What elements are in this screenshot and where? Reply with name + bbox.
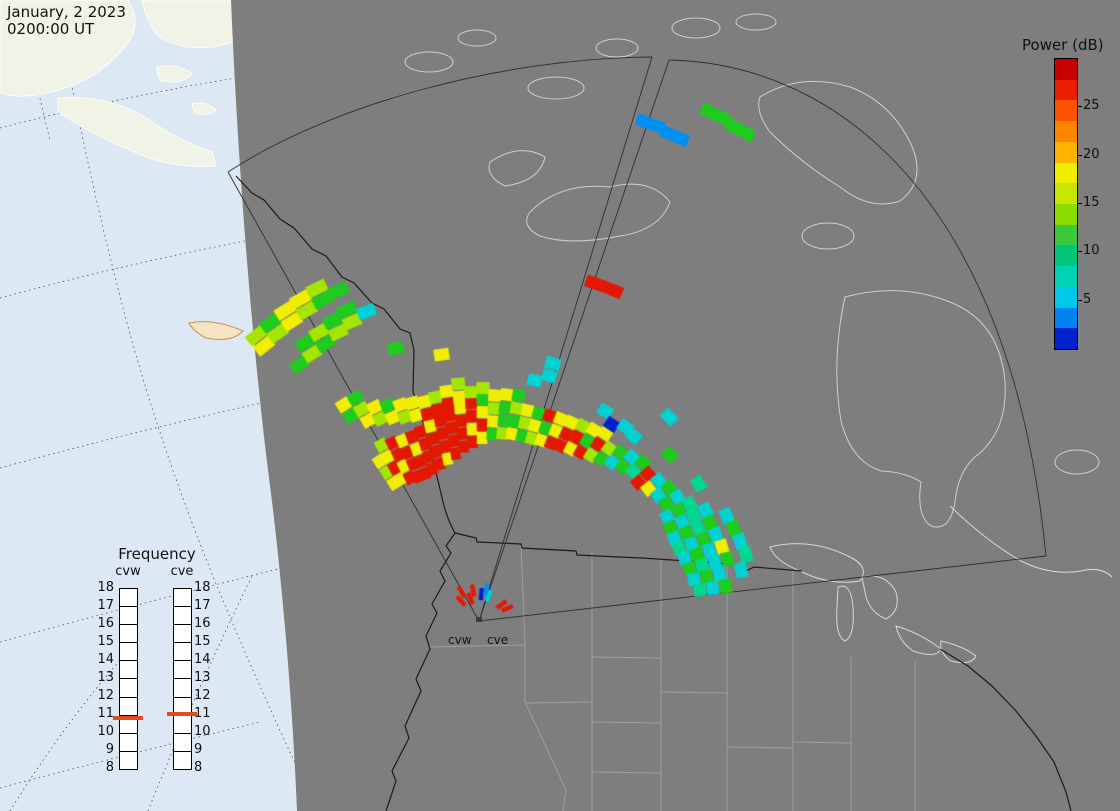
frequency-tick-label-right: 14 (194, 652, 211, 667)
frequency-bar-segment (120, 589, 137, 608)
frequency-tick-label-left: 15 (97, 634, 114, 649)
frequency-tick-label-right: 11 (194, 706, 211, 721)
frequency-tick-label-right: 8 (194, 760, 203, 775)
colorbar-segment (1055, 245, 1077, 267)
colorbar-segment (1055, 141, 1077, 163)
colorbar-tick-label: 20 (1083, 146, 1100, 162)
frequency-bar-segment (174, 589, 191, 608)
frequency-tick-label-left: 16 (97, 616, 114, 631)
frequency-tick-label-right: 13 (194, 670, 211, 685)
colorbar-tick-label: 10 (1083, 243, 1100, 259)
frequency-bar-segment (120, 716, 137, 734)
colorbar-segment (1055, 183, 1077, 205)
colorbar-tick-label: 15 (1083, 195, 1100, 210)
frequency-bar-cve (173, 588, 192, 770)
frequency-tick-label-left: 17 (97, 598, 114, 613)
frequency-tick-label-right: 16 (194, 616, 211, 631)
colorbar-segment (1055, 162, 1077, 184)
frequency-tick-label-left: 11 (97, 706, 114, 721)
frequency-tick-label-right: 15 (194, 634, 211, 649)
colorbar-segment (1055, 328, 1077, 350)
colorbar-segment (1055, 266, 1077, 287)
colorbar-tick-mark (1077, 203, 1082, 204)
frequency-bar-segment (120, 643, 137, 662)
frequency-bar-segment (174, 679, 191, 698)
colorbar-segment (1055, 307, 1077, 329)
colorbar-title: Power (dB) (1022, 36, 1104, 54)
colorbar-segment (1055, 224, 1077, 246)
frequency-tick-label-left: 14 (97, 652, 114, 667)
colorbar-segment (1055, 79, 1077, 101)
frequency-bar-segment (120, 607, 137, 626)
frequency-tick-label-left: 13 (97, 670, 114, 685)
frequency-bar-segment (120, 679, 137, 698)
frequency-tick-label-right: 12 (194, 688, 211, 703)
frequency-bar-segment (120, 625, 137, 644)
colorbar-swatches (1054, 58, 1078, 350)
frequency-tick-label-left: 12 (97, 688, 114, 703)
frequency-bar-segment (174, 716, 191, 734)
colorbar-tick-mark (1077, 154, 1082, 156)
frequency-tick-label-right: 9 (194, 742, 203, 757)
colorbar-segment (1055, 59, 1077, 80)
colorbar-tick-label: 5 (1083, 291, 1092, 307)
colorbar-segment (1055, 204, 1077, 225)
frequency-marker-cvw (113, 715, 143, 720)
frequency-tick-label-right: 10 (194, 724, 211, 739)
frequency-marker-cve (167, 712, 197, 716)
colorbar-segment (1055, 121, 1077, 142)
colorbar-tick-mark (1077, 251, 1082, 253)
frequency-bar-cvw (119, 588, 138, 770)
frequency-bar-segment (120, 661, 137, 680)
frequency-bar-segment (174, 607, 191, 626)
colorbar-tick-mark (1077, 299, 1082, 301)
frequency-col-header-cve: cve (170, 564, 194, 579)
frequency-tick-label-left: 9 (105, 742, 114, 757)
frequency-tick-label-right: 18 (194, 580, 211, 595)
frequency-tick-label-left: 18 (97, 580, 114, 595)
radar-label-cve: cve (487, 633, 509, 647)
frequency-tick-label-right: 17 (194, 598, 211, 613)
frequency-tick-label-left: 8 (105, 760, 114, 775)
frequency-bar-segment (120, 734, 137, 752)
timestamp-date: January, 2 2023 (7, 3, 126, 21)
frequency-col-header-cvw: cvw (115, 564, 141, 579)
timestamp-time: 0200:00 UT (7, 20, 95, 38)
frequency-panel-title: Frequency (118, 545, 196, 563)
frequency-bar-segment (174, 625, 191, 644)
colorbar-segment (1055, 100, 1077, 122)
radar-label-cvw: cvw (448, 633, 472, 647)
frequency-tick-label-left: 10 (97, 724, 114, 739)
colorbar-segment (1055, 286, 1077, 308)
colorbar-tick-mark (1077, 106, 1082, 108)
frequency-bar-segment (120, 698, 137, 716)
frequency-bar-segment (174, 752, 191, 769)
colorbar-tick-label: 25 (1083, 98, 1100, 114)
frequency-bar-segment (120, 752, 137, 769)
frequency-bar-segment (174, 661, 191, 680)
frequency-bar-segment (174, 734, 191, 752)
frequency-bar-segment (174, 643, 191, 662)
